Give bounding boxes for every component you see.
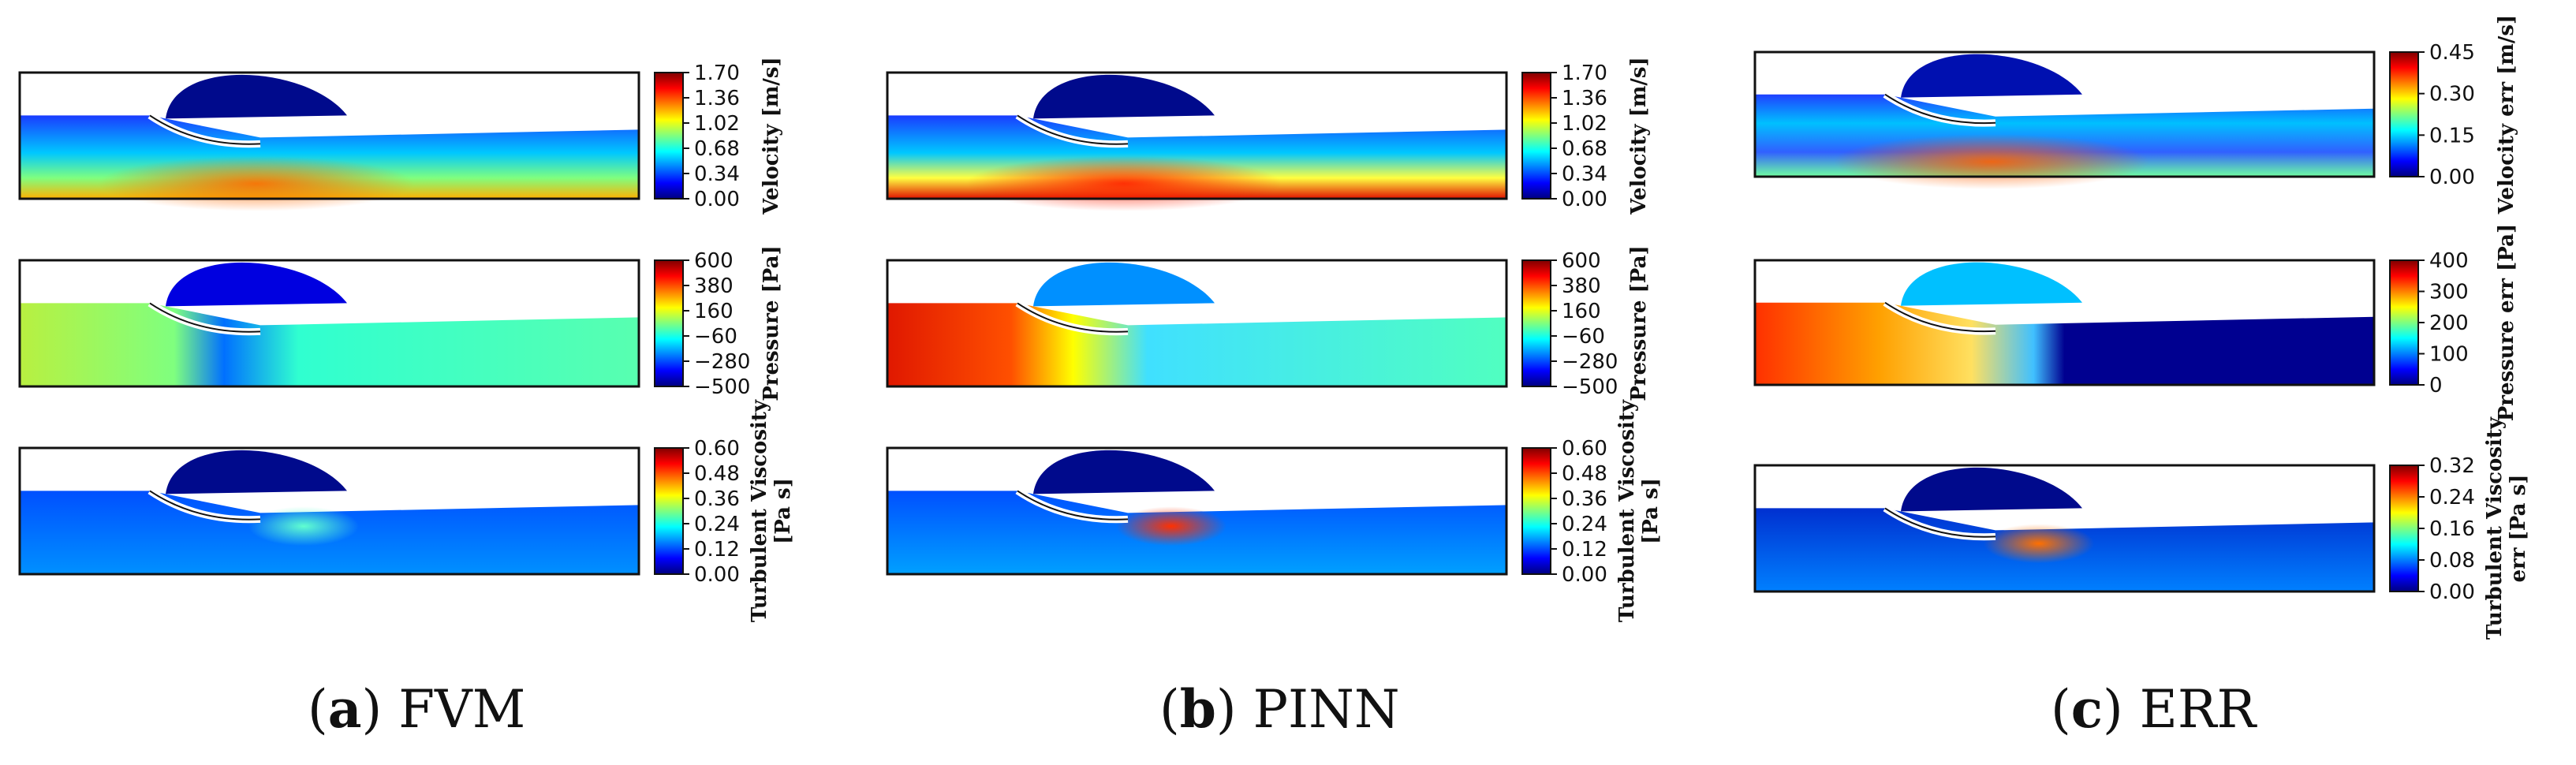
- colorbar-tick: 380: [1562, 274, 1601, 298]
- gate-region: [1901, 467, 2082, 512]
- panel-viscosity_err: 0.32 0.24 0.16 0.08 0.00 Turbulent Viscosity e…: [1753, 416, 2530, 640]
- colorbar-tick: 1.70: [694, 62, 740, 85]
- colorbar-tick: 0.15: [2429, 124, 2475, 147]
- colorbar-tick: 0.60: [694, 437, 740, 461]
- colorbar-tick: 200: [2429, 312, 2469, 335]
- colorbar-label: err [Pa s]: [2507, 475, 2530, 583]
- colorbar-tick: 0.34: [694, 162, 740, 186]
- colorbar-tick: 0: [2429, 374, 2443, 397]
- fluid-field: [20, 303, 639, 386]
- colorbar-tick: 1.36: [694, 87, 740, 110]
- fluid-field: [887, 303, 1506, 386]
- colorbar-label: Pressure [Pa]: [1627, 245, 1651, 401]
- colorbar: [654, 72, 684, 200]
- gate-region: [1901, 262, 2082, 306]
- colorbar-tick: −280: [694, 350, 750, 374]
- colorbar-tick: 1.02: [1562, 112, 1607, 136]
- colorbar: [2389, 51, 2419, 177]
- colorbar: [2389, 259, 2419, 386]
- colorbar-tick: −280: [1562, 350, 1618, 374]
- colorbar-tick: 100: [2429, 343, 2469, 367]
- colorbar-tick: 0.30: [2429, 83, 2475, 106]
- panel-pressure_err: 400 300 200 100 0 Pressure err [Pa]: [1753, 224, 2518, 422]
- fluid-field: [1755, 302, 2374, 385]
- colorbar-tick: 160: [694, 300, 734, 323]
- colorbar-tick: 0.48: [694, 462, 740, 486]
- gate-region: [166, 262, 347, 307]
- colorbar-tick: 0.00: [2429, 166, 2475, 189]
- caption-b: (b) PINN: [1159, 678, 1400, 740]
- colorbar-tick: 0.00: [1562, 188, 1607, 211]
- colorbar-tick: −60: [1562, 325, 1605, 349]
- gate-region: [166, 450, 347, 494]
- colorbar-tick: 0.24: [1562, 513, 1607, 536]
- colorbar-tick: 0.34: [1562, 162, 1607, 186]
- colorbar-tick: 160: [1562, 300, 1601, 323]
- colorbar: [2389, 465, 2419, 592]
- colorbar-tick: 0.00: [694, 563, 740, 587]
- colorbar-tick: −500: [694, 375, 750, 399]
- colorbar-tick: 0.08: [2429, 549, 2475, 573]
- colorbar-tick: 380: [694, 274, 734, 298]
- panel-viscosity_pinn: 0.600.480.360.240.120.00 Turbulent Viscos…: [886, 399, 1663, 622]
- gate-region: [1033, 450, 1215, 494]
- colorbar: [654, 259, 684, 387]
- colorbar-tick: 0.48: [1562, 462, 1607, 486]
- colorbar-tick: 0.24: [694, 513, 740, 536]
- gate-region: [1033, 74, 1215, 119]
- colorbar-tick: 0.12: [1562, 538, 1607, 562]
- colorbar: [1521, 72, 1551, 200]
- colorbar-tick: 0.68: [694, 137, 740, 161]
- colorbar-tick: 0.60: [1562, 437, 1607, 461]
- colorbar-label: [Pa s]: [1639, 478, 1663, 544]
- gate-region: [166, 74, 347, 119]
- colorbar: [654, 447, 684, 575]
- colorbar-label: Pressure err [Pa]: [2495, 224, 2518, 422]
- panel-velocity: 1.701.361.020.680.340.00 Velocity [m/s]: [18, 57, 783, 215]
- colorbar-tick: 300: [2429, 281, 2469, 304]
- colorbar-tick: −500: [1562, 375, 1618, 399]
- caption-a: (a) FVM: [308, 678, 526, 740]
- colorbar-tick: 600: [1562, 249, 1601, 273]
- colorbar-label: Turbulent Viscosity: [2483, 416, 2507, 640]
- colorbar-label: Velocity [m/s]: [1627, 57, 1651, 215]
- colorbar-label: Turbulent Viscosity: [748, 399, 771, 622]
- gate-region: [1033, 262, 1215, 307]
- colorbar-tick: 600: [694, 249, 734, 273]
- panel-velocity_err: 0.45 0.30 0.15 0.00 Velocity err [m/s]: [1753, 15, 2518, 215]
- colorbar-tick: 0.16: [2429, 517, 2475, 541]
- panel-velocity_pinn: 1.701.361.020.680.340.00 Velocity [m/s]: [886, 57, 1651, 215]
- colorbar-tick: −60: [694, 325, 737, 349]
- gate-region: [1901, 54, 2082, 98]
- colorbar-tick: 0.36: [694, 487, 740, 511]
- colorbar-tick: 400: [2429, 249, 2469, 273]
- colorbar-label: Velocity err [m/s]: [2495, 15, 2518, 215]
- colorbar-label: Pressure [Pa]: [760, 245, 783, 401]
- colorbar-label: Velocity [m/s]: [760, 57, 783, 215]
- colorbar-tick: 1.70: [1562, 62, 1607, 85]
- colorbar: [1521, 447, 1551, 575]
- colorbar: [1521, 259, 1551, 387]
- colorbar-tick: 0.00: [1562, 563, 1607, 587]
- caption-c: (c) ERR: [2051, 678, 2257, 740]
- colorbar-tick: 1.02: [694, 112, 740, 136]
- colorbar-tick: 0.32: [2429, 454, 2475, 478]
- colorbar-tick: 0.00: [2429, 580, 2475, 604]
- colorbar-tick: 0.24: [2429, 486, 2475, 509]
- colorbar-tick: 0.36: [1562, 487, 1607, 511]
- colorbar-tick: 0.45: [2429, 41, 2475, 65]
- colorbar-tick: 0.00: [694, 188, 740, 211]
- colorbar-label: [Pa s]: [771, 478, 795, 544]
- panel-viscosity: 0.600.480.360.240.120.00 Turbulent Viscos…: [18, 399, 795, 622]
- colorbar-tick: 0.12: [694, 538, 740, 562]
- colorbar-tick: 1.36: [1562, 87, 1607, 110]
- colorbar-tick: 0.68: [1562, 137, 1607, 161]
- colorbar-label: Turbulent Viscosity: [1615, 399, 1639, 622]
